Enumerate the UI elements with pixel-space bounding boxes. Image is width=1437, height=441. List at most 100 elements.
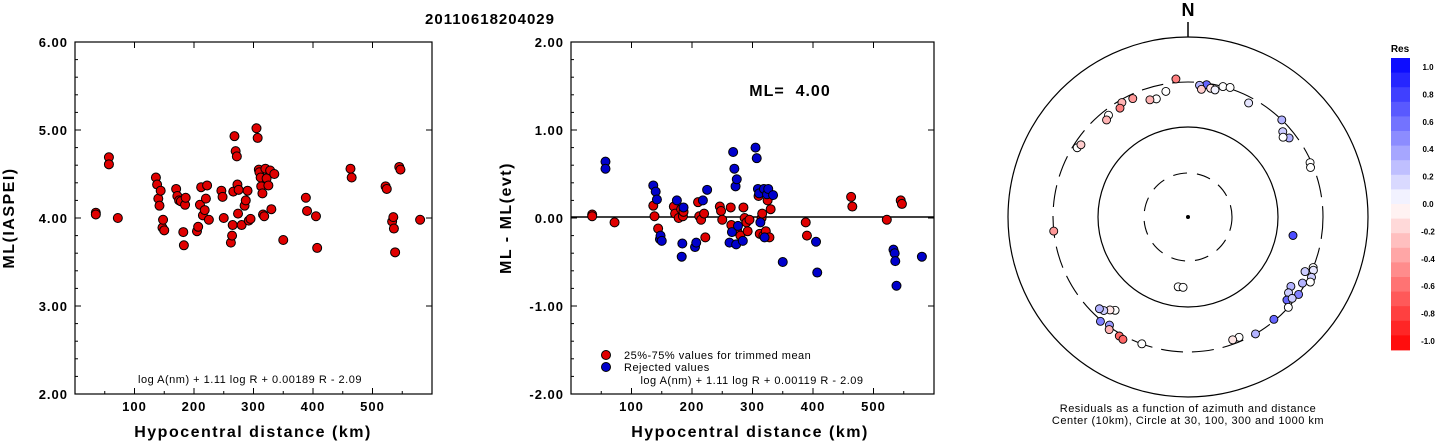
colorbar-cell <box>1391 101 1410 117</box>
colorbar-cell <box>1391 277 1410 292</box>
middle-point-trimmed <box>609 217 620 228</box>
colorbar-tick-label: -0.8 <box>1421 310 1435 319</box>
left-point <box>199 205 210 216</box>
colorbar-title: Res <box>1391 44 1410 55</box>
left-point <box>381 183 392 194</box>
station-marker <box>1102 115 1112 125</box>
left-formula: log A(nm) + 1.11 log R + 0.00189 R - 2.0… <box>138 374 362 386</box>
station-marker <box>1228 335 1238 345</box>
station-marker <box>1104 325 1114 335</box>
colorbar-cell <box>1391 131 1410 146</box>
colorbar-tick-label: -1.0 <box>1421 337 1435 346</box>
left-chart: 100 200 300 400 500 2.00 3.00 4.00 5.00 6.00 log … <box>1 35 433 441</box>
middle-point-rejected <box>678 202 689 213</box>
middle-point-trimmed <box>649 211 660 222</box>
left-point <box>242 185 253 196</box>
middle-point-rejected <box>750 142 761 153</box>
colorbar-tick-label: 0.6 <box>1422 118 1434 127</box>
left-point <box>229 131 240 142</box>
left-point <box>227 220 238 231</box>
station-marker <box>1145 95 1155 105</box>
circle-1000km <box>1007 36 1369 398</box>
station-marker <box>1287 293 1297 303</box>
polar-station-layer <box>1049 74 1318 349</box>
middle-point-rejected <box>671 195 682 206</box>
left-point <box>395 164 406 175</box>
colorbar-cell <box>1391 306 1410 322</box>
colorbar-tick-label: -0.4 <box>1421 255 1435 264</box>
middle-tick-layer: 100 200 300 400 500 -2.00 -1.00 0.00 1.00 2.00 <box>529 35 934 414</box>
middle-xtick-label: 500 <box>861 399 886 414</box>
station-marker <box>1306 163 1315 172</box>
middle-point-rejected <box>759 232 770 243</box>
colorbar-cell <box>1391 160 1410 176</box>
station-marker <box>1076 140 1086 150</box>
colorbar-cell <box>1391 233 1410 249</box>
colorbar-tick-label: -0.6 <box>1421 282 1435 291</box>
middle-point-rejected <box>600 163 611 174</box>
left-point <box>103 159 114 170</box>
colorbar-cell <box>1391 58 1410 73</box>
colorbar-cell <box>1391 320 1410 336</box>
station-marker <box>1049 226 1059 236</box>
colorbar-cell <box>1391 72 1410 88</box>
colorbar-cell <box>1391 335 1410 351</box>
middle-point-trimmed <box>738 202 749 213</box>
station-marker <box>1161 86 1171 96</box>
left-tick-layer: 100 200 300 400 500 2.00 3.00 4.00 5.00 6.00 <box>39 35 432 414</box>
left-point <box>193 221 204 232</box>
residual-colorbar: Res 1.0 0.8 0.6 0.4 0.2 0.0 -0.2 -0.4 -0.6 -0.8 -1… <box>1391 44 1435 351</box>
left-ytick-label: 4.00 <box>39 211 68 226</box>
left-point <box>302 205 313 216</box>
middle-point-rejected <box>697 195 708 206</box>
left-point <box>415 214 426 225</box>
left-point <box>178 240 189 251</box>
left-point <box>112 213 123 223</box>
station-marker <box>1095 316 1105 326</box>
station-marker <box>1294 289 1304 299</box>
middle-formula: log A(nm) + 1.11 log R + 0.00119 R - 2.0… <box>640 375 863 387</box>
station-marker <box>1251 329 1260 339</box>
left-point <box>90 209 101 220</box>
colorbar-cell <box>1391 174 1410 190</box>
left-point <box>388 223 399 234</box>
middle-xlabel: Hypocentral distance (km) <box>631 424 869 441</box>
station-marker <box>1225 82 1235 92</box>
middle-point-rejected <box>677 238 688 249</box>
middle-point-rejected <box>691 237 702 248</box>
station-marker <box>1128 94 1138 104</box>
middle-point-trimmed <box>846 191 857 202</box>
left-point <box>278 235 289 245</box>
middle-ytick-label: 2.00 <box>535 35 564 50</box>
legend-label-trimmed-mean: 25%-75% values for trimmed mean <box>624 350 811 362</box>
circle-100km <box>1097 126 1279 308</box>
figure-title: 20110618204029 <box>425 11 555 28</box>
colorbar-tick-label: -0.2 <box>1421 227 1435 236</box>
middle-xtick-label: 400 <box>801 399 826 414</box>
colorbar-cell <box>1391 145 1410 161</box>
station-marker <box>1118 334 1128 344</box>
left-point <box>269 169 280 179</box>
middle-point-trimmed <box>717 214 728 225</box>
left-point <box>158 214 169 225</box>
middle-point-layer <box>587 142 927 291</box>
polar-caption-line2: Center (10km), Circle at 30, 100, 300 an… <box>1052 415 1324 427</box>
station-marker <box>1171 74 1181 84</box>
middle-point-trimmed <box>725 202 736 213</box>
left-point <box>202 180 213 191</box>
colorbar-tick-label: 0.2 <box>1422 173 1434 182</box>
colorbar-cell <box>1391 87 1410 103</box>
left-point <box>231 151 242 162</box>
left-ytick-label: 3.00 <box>39 299 68 314</box>
middle-point-rejected <box>702 184 713 195</box>
middle-point-trimmed <box>896 198 907 209</box>
middle-point-trimmed <box>757 208 768 219</box>
left-point <box>259 211 270 222</box>
circle-30km <box>1143 172 1233 262</box>
middle-point-trimmed <box>699 208 710 219</box>
station-marker <box>1137 339 1147 349</box>
middle-point-rejected <box>777 257 788 267</box>
colorbar-cell <box>1391 218 1410 234</box>
left-point <box>300 192 311 203</box>
middle-xtick-label: 100 <box>619 399 644 414</box>
